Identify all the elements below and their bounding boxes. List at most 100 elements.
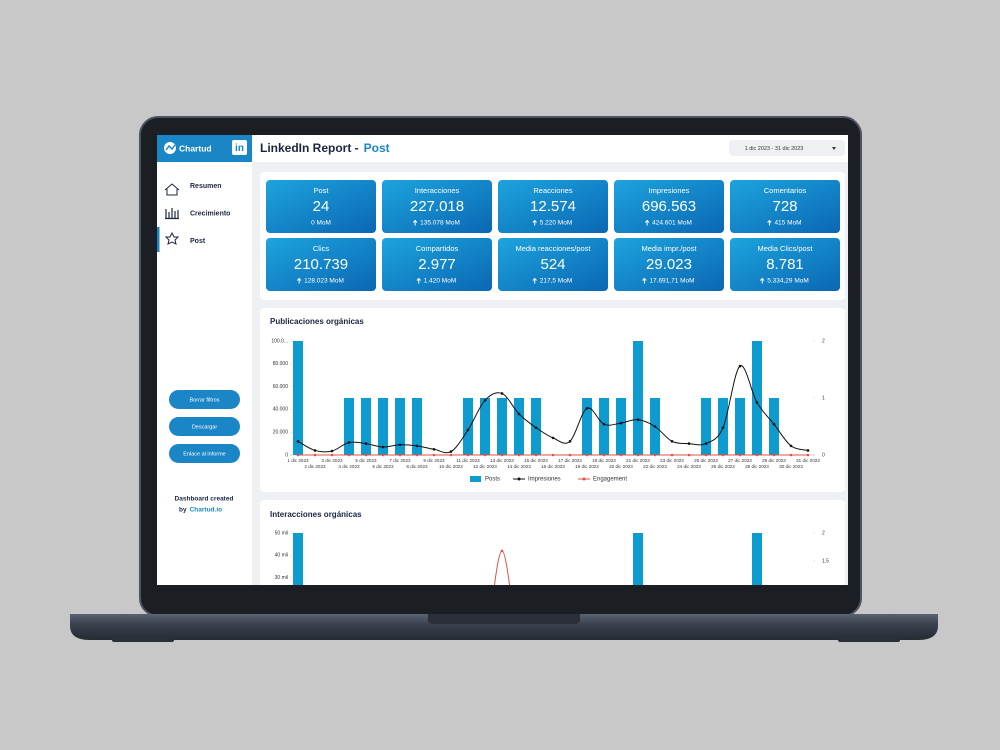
button[interactable]	[169, 417, 240, 436]
line-point	[432, 448, 436, 451]
line-point	[670, 440, 674, 443]
y-tick-label: 40.000	[273, 407, 289, 413]
trend-arrow	[532, 219, 537, 226]
x-tick-label: 12 dic 2023	[473, 464, 497, 469]
line-point	[568, 453, 572, 457]
x-tick-label: 25 dic 2023	[694, 458, 718, 463]
bar	[735, 398, 745, 455]
y2-tick-label: 1,5	[822, 558, 829, 564]
button-label[interactable]: Enlace al informe	[183, 451, 226, 457]
line-point	[636, 453, 640, 457]
kpi-label: Comentarios	[764, 186, 807, 195]
y-tick-label: 40 mil	[275, 553, 288, 559]
x-tick-label: 19 dic 2023	[592, 458, 616, 463]
line-point	[789, 444, 793, 448]
line-point	[347, 441, 351, 444]
line-point	[551, 436, 555, 440]
y2-tick-label: 2	[822, 530, 825, 536]
laptop-foot	[112, 638, 174, 642]
bar	[599, 398, 609, 455]
date-picker[interactable]	[729, 140, 845, 156]
kpi-value: 2.977	[418, 256, 456, 273]
line-point	[789, 453, 793, 457]
line-point	[296, 453, 300, 457]
line-point	[381, 445, 385, 449]
chart-title: Interacciones orgánicas	[270, 510, 362, 519]
line-point	[602, 453, 606, 457]
x-tick-label: 2 dic 2023	[304, 464, 326, 469]
nav-icon	[164, 231, 180, 245]
logo-icon	[164, 142, 176, 154]
button[interactable]	[169, 444, 240, 463]
line-point	[517, 453, 521, 457]
button-label[interactable]: Borrar filtros	[190, 397, 220, 403]
y-tick-label: 80.000	[273, 361, 289, 367]
nav-item[interactable]: Crecimiento	[190, 210, 230, 217]
line-point	[330, 449, 334, 453]
x-tick-label: 21 dic 2023	[626, 458, 650, 463]
line-point	[585, 453, 589, 457]
y-tick-label: 100.0...	[271, 338, 288, 344]
line-point	[738, 453, 742, 457]
legend-swatch	[517, 477, 521, 481]
nav-item[interactable]: Post	[190, 238, 206, 245]
x-tick-label: 10 dic 2023	[439, 464, 463, 469]
kpi-change: 415 MoM	[774, 220, 801, 227]
report-title: LinkedIn Report -	[260, 141, 359, 155]
linkedin-icon	[232, 140, 247, 155]
kpi-value: 227.018	[410, 198, 464, 215]
button[interactable]	[169, 390, 240, 409]
button-label[interactable]: Descargar	[192, 424, 218, 430]
bar	[412, 398, 422, 455]
laptop-base	[70, 614, 938, 640]
x-tick-label: 29 dic 2023	[762, 458, 786, 463]
x-tick-label: 1 dic 2023	[287, 458, 309, 463]
bar	[293, 341, 303, 455]
x-tick-label: 9 dic 2023	[423, 458, 445, 463]
nav-item[interactable]: Resumen	[190, 183, 222, 190]
kpi-label: Media reacciones/post	[515, 244, 591, 253]
line-point	[602, 422, 606, 426]
footer-text: by	[179, 507, 187, 514]
line-point	[500, 392, 504, 395]
x-tick-label: 13 dic 2023	[490, 458, 514, 463]
date-range[interactable]: 1 dic 2023 - 31 dic 2023	[745, 146, 804, 152]
line-point	[687, 442, 691, 445]
kpi-change: 1.420 MoM	[424, 278, 457, 285]
trend-arrow	[642, 277, 647, 284]
line-point	[449, 453, 453, 457]
kpi-value: 24	[313, 198, 330, 215]
kpi-value: 29.023	[646, 256, 692, 273]
line-point	[500, 453, 504, 457]
line-point	[313, 453, 317, 457]
kpi-change: 424.601 MoM	[652, 220, 692, 227]
line-point	[500, 549, 504, 553]
line-point	[806, 449, 810, 452]
logo-mark	[165, 144, 176, 151]
bar	[752, 533, 762, 585]
bar	[378, 398, 388, 455]
trend-arrow	[644, 219, 650, 226]
x-tick-label: 24 dic 2023	[677, 464, 701, 469]
line-point	[364, 442, 368, 445]
legend-label: Engagement	[593, 477, 627, 483]
line-point	[398, 453, 402, 457]
bar	[480, 398, 490, 455]
line-point	[670, 453, 674, 457]
line-point	[432, 453, 436, 457]
line-point	[721, 426, 725, 429]
laptop-foot	[838, 638, 900, 642]
x-tick-label: 20 dic 2023	[609, 464, 633, 469]
x-tick-label: 16 dic 2023	[541, 464, 565, 469]
footer-link[interactable]: Chartud.io	[190, 507, 223, 514]
trend-arrow	[760, 277, 765, 284]
x-tick-label: 17 dic 2023	[558, 458, 582, 463]
kpi-label: Post	[313, 186, 329, 195]
bar	[514, 398, 524, 455]
line-point	[381, 453, 385, 457]
x-tick-label: 11 dic 2023	[456, 458, 480, 463]
x-tick-label: 15 dic 2023	[524, 458, 548, 463]
kpi-label: Media Clics/post	[757, 244, 813, 253]
dropdown-caret	[832, 147, 836, 150]
